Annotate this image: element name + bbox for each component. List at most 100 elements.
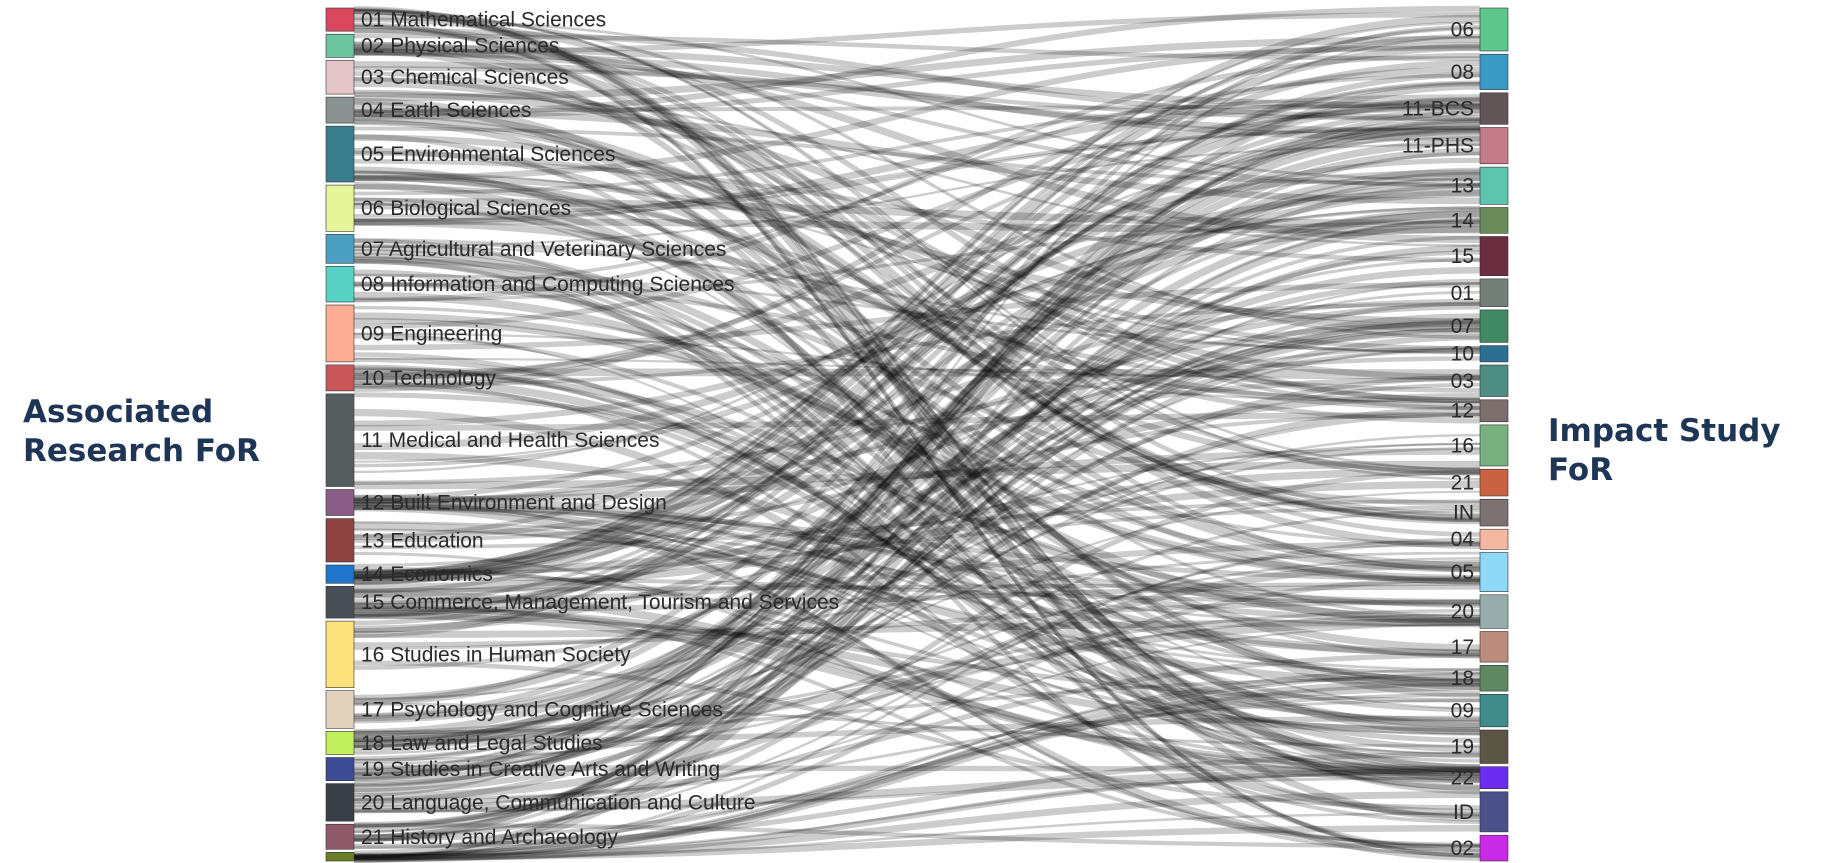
sankey-link (353, 298, 1481, 505)
sankey-link (353, 134, 1481, 381)
sankey-link (353, 303, 1481, 610)
right-node-15 (1479, 236, 1509, 277)
sankey-link (353, 169, 1481, 380)
sankey-link (353, 576, 1481, 860)
sankey-link (353, 278, 1481, 722)
left-node-01-mathematical-sciences (325, 7, 355, 32)
sankey-link (353, 393, 1481, 598)
right-node-label: 08 (1451, 61, 1474, 84)
right-node-label: 19 (1451, 736, 1474, 759)
sankey-link (353, 613, 1481, 762)
left-node-11-medical-and-health-sciences (325, 393, 355, 487)
sankey-link (353, 605, 1481, 773)
sankey-link (353, 508, 1481, 812)
sankey-link (353, 98, 1481, 698)
left-node-07-agricultural-and-veterinary-sciences (325, 234, 355, 264)
sankey-link (353, 27, 1481, 121)
sankey-link (353, 143, 1481, 249)
left-node-label: 07 Agricultural and Veterinary Sciences (361, 238, 726, 261)
sankey-link (353, 357, 1481, 713)
sankey-link (353, 207, 1481, 699)
sankey-link (353, 507, 1481, 736)
sankey-link (353, 557, 1481, 765)
sankey-link (353, 175, 1481, 571)
sankey-link (353, 692, 1481, 842)
sankey-link (353, 206, 1481, 468)
sankey-link (353, 6, 1481, 782)
sankey-link (353, 408, 1481, 817)
right-node-label: 22 (1451, 767, 1474, 790)
sankey-link (353, 791, 1481, 862)
left-node-09-engineering (325, 304, 355, 363)
sankey-link (353, 825, 1481, 861)
sankey-link (353, 125, 1481, 585)
links-layer (353, 5, 1481, 863)
sankey-link (353, 171, 1481, 737)
left-node-14-economics (325, 564, 355, 584)
sankey-link (353, 9, 1481, 471)
right-node-label: 07 (1451, 315, 1474, 338)
sankey-link (353, 576, 1481, 604)
sankey-link (353, 33, 1481, 61)
left-node-03-chemical-sciences (325, 59, 355, 95)
sankey-link (353, 170, 1481, 619)
sankey-link (353, 119, 1481, 690)
right-node-label: 21 (1451, 472, 1474, 495)
sankey-link (353, 121, 1481, 594)
sankey-link (353, 71, 1481, 476)
sankey-link (353, 412, 1481, 774)
right-node-label: 05 (1451, 561, 1474, 584)
sankey-link (353, 327, 1481, 787)
sankey-link (353, 617, 1481, 742)
sankey-link (353, 76, 1481, 523)
left-node-10-technology (325, 364, 355, 392)
sankey-link (353, 356, 1481, 485)
right-node-in (1479, 498, 1509, 527)
sankey-link (353, 614, 1481, 703)
sankey-link (353, 451, 1481, 657)
left-node-02-physical-sciences (325, 33, 355, 58)
sankey-link (353, 73, 1481, 288)
sankey-link (353, 188, 1481, 451)
sankey-link (353, 504, 1481, 755)
left-node-label: 15 Commerce, Management, Tourism and Ser… (361, 591, 839, 614)
right-node-label: 14 (1451, 209, 1475, 232)
sankey-link (353, 764, 1481, 772)
sankey-link (353, 768, 1481, 813)
sankey-link (353, 503, 1481, 723)
right-node-10 (1479, 345, 1509, 363)
sankey-link (353, 606, 1481, 735)
sankey-link (353, 460, 1481, 490)
left-node-label: 02 Physical Sciences (361, 35, 559, 58)
sankey-link (353, 551, 1481, 650)
sankey-link (353, 48, 1481, 771)
sankey-link (353, 12, 1481, 55)
sankey-link (353, 43, 1481, 579)
sankey-link (353, 202, 1481, 710)
sankey-link (353, 412, 1481, 543)
sankey-link (353, 652, 1481, 807)
sankey-link (353, 318, 1481, 755)
right-node-08 (1479, 53, 1509, 90)
sankey-link (353, 352, 1481, 779)
left-node-22 (325, 851, 355, 862)
sankey-link (353, 183, 1481, 834)
right-node-label: ID (1453, 801, 1474, 824)
left-node-08-information-and-computing-sciences (325, 265, 355, 303)
sankey-link (353, 776, 1481, 813)
sankey-link (353, 14, 1481, 579)
right-node-11-phs (1479, 127, 1509, 165)
right-node-label: 18 (1451, 667, 1474, 690)
sankey-link (353, 320, 1481, 742)
sankey-link (353, 255, 1481, 784)
sankey-link (353, 273, 1481, 353)
sankey-link (353, 244, 1481, 863)
sankey-link (353, 266, 1481, 743)
right-node-label: 10 (1451, 343, 1474, 366)
sankey-link (353, 35, 1481, 102)
sankey-link (353, 250, 1481, 788)
left-node-17-psychology-and-cognitive-sciences (325, 690, 355, 729)
sankey-link (353, 202, 1481, 585)
right-node-label: 03 (1451, 370, 1474, 393)
sankey-link (353, 245, 1481, 354)
